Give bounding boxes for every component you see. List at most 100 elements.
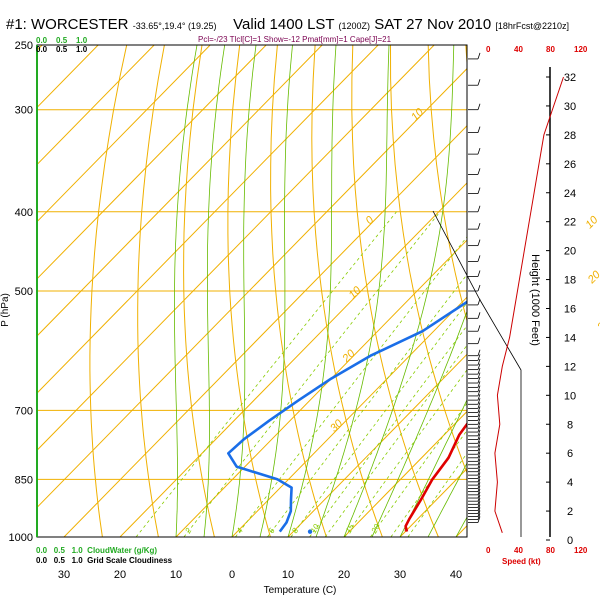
isotherm-line	[37, 45, 379, 394]
isotherm-label: 10	[583, 213, 600, 231]
wind-barb	[468, 410, 481, 417]
wind-barb	[468, 478, 481, 486]
y-tick-label: 500	[15, 286, 33, 298]
dewpoint-profile	[227, 300, 467, 533]
wind-barb	[468, 406, 481, 413]
wind-barb	[468, 205, 481, 213]
temperature-profile	[404, 421, 467, 532]
wind-barb	[468, 239, 481, 247]
wind-barb	[468, 284, 481, 292]
wind-barb	[468, 385, 481, 393]
wind-barb	[468, 349, 481, 357]
wind-barb	[468, 429, 481, 437]
stability-indices: Pcl=-/23 Tlcl[C]=1 Show=-12 Pmat[mm]=1 C…	[198, 35, 392, 44]
x-tick-label: 0	[229, 569, 235, 581]
wind-barb	[468, 414, 481, 421]
height-tick-label: 16	[564, 304, 576, 316]
dry-adiabat	[227, 45, 271, 537]
dry-adiabat	[183, 45, 215, 537]
wind-barb	[468, 325, 481, 332]
mixing-ratio-line	[290, 302, 467, 537]
wind-barb	[468, 444, 481, 452]
wind-barb	[468, 498, 481, 505]
height-tick-label: 30	[564, 101, 576, 113]
wind-barb	[468, 501, 481, 508]
wind-barb	[468, 354, 481, 361]
wind-barb	[468, 363, 481, 371]
wind-barb	[468, 222, 481, 230]
moist-adiabat	[399, 398, 467, 537]
dry-adiabat	[390, 45, 467, 475]
y-tick-label: 400	[15, 207, 33, 219]
isotherm-line	[37, 45, 267, 280]
mixing-ratio-line	[267, 273, 467, 537]
wind-barb	[468, 422, 481, 429]
wind-barb	[468, 381, 481, 388]
wind-barb	[468, 394, 481, 401]
wind-barb	[468, 448, 481, 455]
wind-barb	[468, 513, 481, 520]
moist-adiabat	[287, 45, 337, 537]
isotherm-line	[231, 296, 467, 537]
wind-barb	[468, 451, 481, 459]
wind-barb	[468, 298, 481, 306]
moist-adiabat	[371, 310, 467, 537]
wind-barb	[468, 458, 481, 466]
cloudwater-legend: 0.0 0.5 1.0 CloudWater (g/Kg)	[36, 546, 158, 555]
y-tick-label: 850	[15, 474, 33, 486]
gridcloud-scale-top: 0.0 0.5 1.0	[36, 45, 88, 54]
wind-barb	[468, 516, 481, 523]
cloudwater-scale-top: 0.0 0.5 1.0	[36, 36, 88, 45]
forecast-run: [18hrFcst@2210z]	[495, 21, 570, 31]
station-coords: -33.65°,19.4° (19.25)	[132, 21, 217, 31]
moist-adiabat	[231, 45, 257, 537]
dewpoint-surface-marker	[307, 529, 313, 534]
wind-barb	[468, 491, 481, 499]
wind-barb	[468, 482, 481, 489]
height-tick-label: 20	[564, 246, 576, 258]
x-tick-label: 10	[170, 569, 182, 581]
wind-barb	[468, 462, 481, 469]
isotherm-line	[343, 410, 467, 537]
wind-barb	[468, 418, 481, 425]
isotherm-label: 20	[340, 347, 358, 365]
height-tick-label: 22	[564, 217, 576, 229]
mixing-ratio-line	[309, 325, 467, 537]
y-tick-label: 1000	[9, 532, 33, 544]
wind-barb	[468, 255, 481, 262]
wind-barb	[468, 437, 481, 444]
moist-adiabat	[343, 45, 455, 537]
wind-barb	[468, 389, 481, 397]
isotherm-label: 10	[346, 284, 364, 302]
x-tick-label: 20	[114, 569, 126, 581]
height-tick-label: 0	[567, 535, 573, 547]
wind-barb	[468, 187, 481, 195]
height-tick-label: 14	[564, 332, 576, 344]
y-tick-label: 300	[15, 105, 33, 117]
dry-adiabat	[270, 45, 327, 537]
y-tick-label: 250	[15, 40, 33, 52]
height-tick-label: 26	[564, 159, 576, 171]
wind-barb	[468, 433, 481, 441]
moist-adiabat	[203, 45, 226, 537]
wind-barb	[468, 52, 481, 60]
station-name: #1: WORCESTER	[6, 16, 129, 33]
wind-barb	[468, 510, 481, 517]
isotherm-line	[287, 353, 467, 537]
mixing-ratio-line	[370, 402, 467, 537]
wind-barb	[468, 376, 481, 384]
dry-adiabat	[311, 45, 383, 537]
moist-adiabat	[315, 45, 390, 537]
isotherm-line	[37, 67, 467, 509]
speed-label: Speed (kt)	[502, 557, 541, 566]
valid-time: Valid 1400 LST	[233, 16, 335, 33]
wind-barb	[468, 103, 481, 111]
height-tick-label: 4	[567, 477, 573, 489]
x-tick-label: 10	[282, 569, 294, 581]
moist-adiabat	[173, 45, 198, 537]
wind-barb	[468, 504, 481, 511]
utc-time: (1200Z)	[338, 21, 371, 31]
dry-adiabat	[504, 45, 600, 537]
wind-barb	[468, 312, 481, 319]
